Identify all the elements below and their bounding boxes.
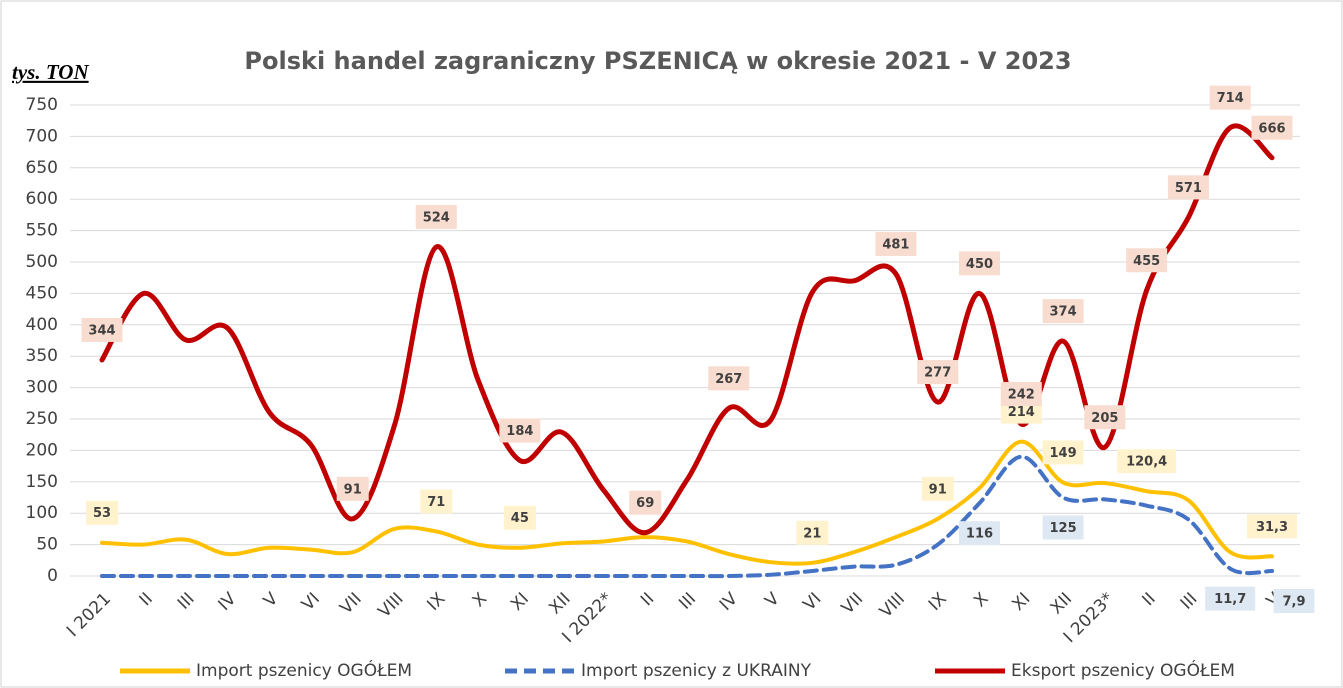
value-label: 69 xyxy=(636,496,654,511)
value-label-bg xyxy=(1042,299,1084,324)
value-label: 242 xyxy=(1008,388,1035,403)
value-label-bg xyxy=(959,251,1000,276)
value-label-bg xyxy=(499,418,541,443)
value-label: 277 xyxy=(924,366,951,381)
value-label-bg xyxy=(1273,589,1315,614)
value-label: 71 xyxy=(427,495,445,510)
y-axis-label: tys. TON xyxy=(12,60,89,84)
value-label: 21 xyxy=(803,526,821,541)
value-label: 481 xyxy=(882,237,909,252)
value-label-bg xyxy=(708,366,750,391)
value-label-bg xyxy=(921,476,954,501)
y-tick-label: 300 xyxy=(26,378,58,398)
value-label-bg xyxy=(1126,248,1168,273)
value-label: 267 xyxy=(715,372,742,387)
value-label: 125 xyxy=(1050,521,1077,536)
value-label-bg xyxy=(1042,440,1084,465)
value-label-bg xyxy=(917,360,959,385)
value-label-bg xyxy=(959,521,1000,546)
value-label: 344 xyxy=(88,323,115,338)
y-tick-label: 0 xyxy=(47,566,58,586)
value-label-bg xyxy=(336,476,369,501)
legend-label: Import pszenicy z UKRAINY xyxy=(581,661,812,681)
value-label-bg xyxy=(1209,85,1251,110)
value-label-bg xyxy=(503,505,536,530)
value-label: 184 xyxy=(506,424,533,439)
value-label: 7,9 xyxy=(1282,595,1305,610)
chart-title: Polski handel zagraniczny PSZENICĄ w okr… xyxy=(244,47,1071,75)
value-label: 31,3 xyxy=(1256,520,1288,535)
value-label: 45 xyxy=(511,511,529,526)
y-tick-label: 350 xyxy=(26,346,58,366)
y-tick-label: 650 xyxy=(26,158,58,178)
value-label: 666 xyxy=(1258,121,1285,136)
value-label-bg xyxy=(1251,115,1293,140)
value-label-bg xyxy=(415,204,457,229)
y-tick-label: 100 xyxy=(26,503,58,523)
y-tick-label: 400 xyxy=(26,315,58,335)
value-label: 205 xyxy=(1091,411,1118,426)
value-label-bg xyxy=(1000,382,1042,407)
legend-label: Import pszenicy OGÓŁEM xyxy=(196,659,412,681)
y-tick-label: 600 xyxy=(26,189,58,209)
value-label: 91 xyxy=(929,482,947,497)
value-label-bg xyxy=(86,500,118,525)
value-label: 214 xyxy=(1008,405,1035,420)
y-tick-label: 250 xyxy=(26,409,58,429)
value-label-bg xyxy=(1084,405,1126,430)
value-label: 120,4 xyxy=(1126,455,1167,470)
y-tick-label: 700 xyxy=(26,126,58,146)
legend-label: Eksport pszenicy OGÓŁEM xyxy=(1011,659,1235,681)
value-label: 714 xyxy=(1217,91,1244,106)
value-label-bg xyxy=(1042,515,1084,540)
value-label-bg xyxy=(1167,175,1209,200)
value-label: 91 xyxy=(344,482,362,497)
value-label: 11,7 xyxy=(1214,592,1246,607)
value-label-bg xyxy=(629,490,662,515)
value-label: 524 xyxy=(423,210,450,225)
value-label-bg xyxy=(1117,449,1177,474)
value-label: 116 xyxy=(966,527,993,542)
y-tick-label: 550 xyxy=(26,221,58,241)
y-tick-label: 450 xyxy=(26,283,58,303)
value-label-bg xyxy=(796,520,829,545)
series-line xyxy=(100,439,1274,566)
y-tick-label: 200 xyxy=(26,440,58,460)
value-label: 374 xyxy=(1050,305,1077,320)
value-label-bg xyxy=(875,231,917,256)
y-tick-label: 750 xyxy=(26,95,58,115)
series-line xyxy=(99,123,1275,536)
value-label-bg xyxy=(1205,586,1256,611)
y-tick-label: 50 xyxy=(36,535,58,555)
value-label: 571 xyxy=(1175,181,1202,196)
value-label: 455 xyxy=(1133,254,1160,269)
value-label: 53 xyxy=(93,506,111,521)
value-label-bg xyxy=(420,489,453,514)
value-label-bg xyxy=(1247,514,1297,539)
series-line xyxy=(100,454,1274,579)
y-tick-label: 500 xyxy=(26,252,58,272)
y-tick-label: 150 xyxy=(26,472,58,492)
value-label: 450 xyxy=(966,257,993,272)
value-label-bg xyxy=(81,317,123,342)
value-label: 149 xyxy=(1050,446,1077,461)
